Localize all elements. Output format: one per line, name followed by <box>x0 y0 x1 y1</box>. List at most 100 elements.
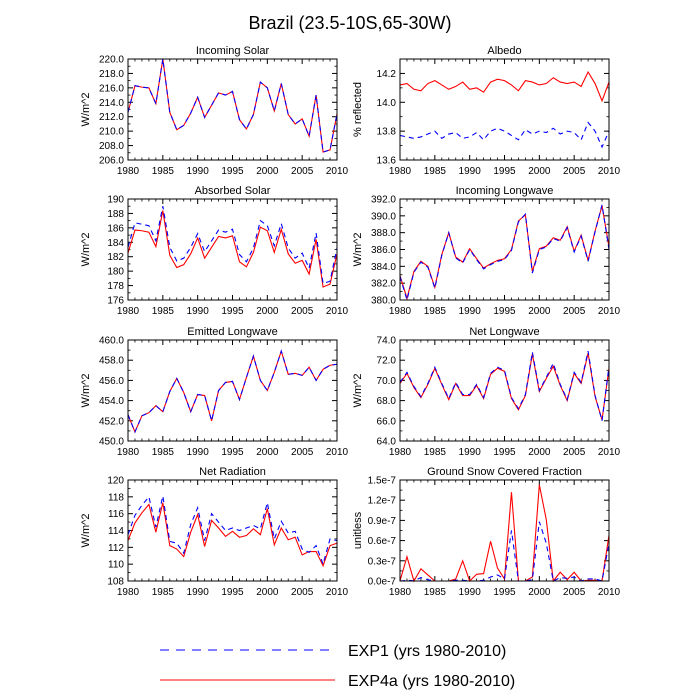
x-tick-label: 1995 <box>221 587 244 598</box>
series-line-exp1 <box>127 206 338 285</box>
y-axis-label: W/m^2 <box>80 374 92 408</box>
series-line-exp1 <box>399 521 610 582</box>
y-tick-label: 186 <box>107 223 124 234</box>
panel-absorbed-solar: Absorbed Solar W/m^2 1980 1985 1990 1995 2000 2… <box>80 185 349 317</box>
x-tick-label: 1990 <box>187 447 210 458</box>
panel-title: Incoming Solar <box>196 45 270 57</box>
x-tick-label: 1980 <box>389 166 412 177</box>
series-line-exp1 <box>127 495 338 566</box>
y-tick-label: 0.0e-7 <box>368 577 397 588</box>
series-line-exp4a <box>127 502 338 568</box>
panel-net-radiation: Net Radiation W/m^2 1980 1985 1990 1995 2000 20… <box>80 466 349 598</box>
y-axis-label: W/m^2 <box>352 374 364 408</box>
y-axis-label: unitless <box>352 511 364 549</box>
x-tick-label: 1980 <box>389 447 412 458</box>
x-tick-label: 2000 <box>256 306 279 317</box>
y-tick-label: 13.8 <box>377 127 397 138</box>
y-tick-label: 74.0 <box>377 336 397 347</box>
x-tick-label: 1995 <box>221 166 244 177</box>
series-line-exp1 <box>127 349 338 434</box>
y-tick-label: 458.0 <box>99 356 124 367</box>
x-tick-label: 2000 <box>528 447 551 458</box>
series-line-exp4a <box>127 58 338 153</box>
x-tick-label: 1980 <box>117 447 140 458</box>
x-tick-label: 2000 <box>528 587 551 598</box>
x-tick-label: 2000 <box>256 587 279 598</box>
y-tick-label: 180 <box>107 267 124 278</box>
y-tick-label: 392.0 <box>371 195 396 206</box>
y-tick-label: 184 <box>107 238 124 249</box>
x-tick-label: 1990 <box>187 166 210 177</box>
y-tick-label: 220.0 <box>99 55 124 66</box>
plot-frame <box>399 339 610 442</box>
x-tick-label: 1985 <box>152 587 175 598</box>
y-tick-label: 454.0 <box>99 396 124 407</box>
x-tick-label: 2005 <box>291 306 314 317</box>
y-tick-label: 456.0 <box>99 376 124 387</box>
panel-net-longwave: Net Longwave W/m^2 1980 1985 1990 1995 2000 200… <box>352 326 621 458</box>
y-tick-label: 384.0 <box>371 262 396 273</box>
y-axis-label: W/m^2 <box>80 514 92 548</box>
y-tick-label: 208.0 <box>99 141 124 152</box>
series-line-exp1 <box>399 204 610 303</box>
y-tick-label: 210.0 <box>99 127 124 138</box>
series-line-exp4a <box>127 349 338 434</box>
y-tick-label: 460.0 <box>99 336 124 347</box>
y-tick-label: 190 <box>107 195 124 206</box>
panel-albedo: Albedo % reflected 1980 1985 1990 1995 2000 200… <box>352 45 621 177</box>
x-tick-label: 1980 <box>389 587 412 598</box>
y-tick-label: 112 <box>108 543 124 554</box>
y-axis-label: W/m^2 <box>352 233 364 267</box>
panel-incoming-solar: Incoming Solar W/m^2 1980 1985 1990 1995 2000 2… <box>80 45 349 177</box>
y-axis-label: W/m^2 <box>80 93 92 127</box>
series-line-exp1 <box>399 121 610 149</box>
x-tick-label: 2010 <box>326 166 349 177</box>
y-tick-label: 120 <box>107 476 124 487</box>
plot-frame <box>399 198 610 301</box>
y-tick-label: 380.0 <box>371 296 396 307</box>
x-tick-label: 1995 <box>221 447 244 458</box>
y-tick-label: 206.0 <box>99 156 124 167</box>
y-tick-label: 0.6e-7 <box>368 536 397 547</box>
x-tick-label: 1990 <box>459 587 482 598</box>
y-tick-label: 68.0 <box>377 396 397 407</box>
panel-title: Ground Snow Covered Fraction <box>427 466 582 478</box>
y-tick-label: 64.0 <box>377 437 397 448</box>
figure-title: Brazil (23.5-10S,65-30W) <box>248 13 451 33</box>
x-tick-label: 1985 <box>152 166 175 177</box>
series-line-exp4a <box>399 484 610 583</box>
y-tick-label: 452.0 <box>99 416 124 427</box>
panel-ground-snow-covered-fraction: Ground Snow Covered Fraction unitless 1980… <box>352 466 621 598</box>
y-tick-label: 14.0 <box>377 98 397 109</box>
panel-title: Incoming Longwave <box>456 185 554 197</box>
plot-frame <box>399 58 610 161</box>
x-tick-label: 2000 <box>256 166 279 177</box>
x-tick-label: 1985 <box>424 447 447 458</box>
plot-frame <box>399 479 610 582</box>
plot-frame <box>127 479 338 582</box>
series-line-exp4a <box>399 70 610 103</box>
series-line-exp1 <box>127 58 338 153</box>
x-tick-label: 1995 <box>493 587 516 598</box>
x-tick-label: 1995 <box>493 447 516 458</box>
panel-title: Absorbed Solar <box>195 185 271 197</box>
x-tick-label: 1985 <box>424 306 447 317</box>
y-tick-label: 214.0 <box>99 98 124 109</box>
panel-incoming-longwave: Incoming Longwave W/m^2 1980 1985 1990 1995 20… <box>352 185 621 317</box>
y-tick-label: 1.2e-7 <box>368 496 397 507</box>
panel-title: Net Longwave <box>469 326 539 338</box>
x-tick-label: 2010 <box>326 447 349 458</box>
y-tick-label: 72.0 <box>377 356 397 367</box>
x-tick-label: 2000 <box>528 306 551 317</box>
x-tick-label: 2010 <box>598 166 621 177</box>
x-tick-label: 2005 <box>563 447 586 458</box>
x-tick-label: 2005 <box>291 587 314 598</box>
y-tick-label: 116 <box>108 509 124 520</box>
x-tick-label: 1990 <box>459 166 482 177</box>
plot-frame <box>127 198 338 301</box>
y-tick-label: 218.0 <box>99 69 124 80</box>
y-axis-label: % reflected <box>352 82 364 137</box>
x-tick-label: 2010 <box>326 306 349 317</box>
y-tick-label: 382.0 <box>371 279 396 290</box>
